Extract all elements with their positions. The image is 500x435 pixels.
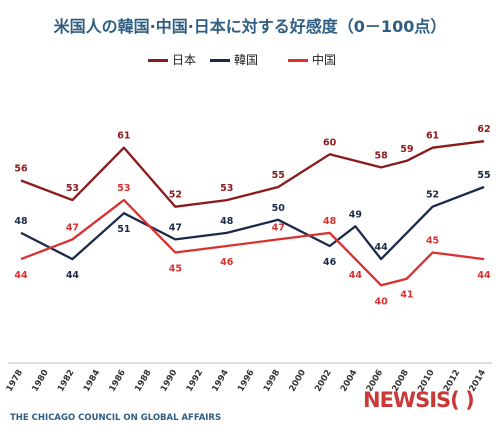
watermark-mark: ( )	[450, 388, 474, 412]
x-tick-label: 2004	[339, 368, 360, 394]
data-label: 55	[272, 170, 285, 181]
data-label: 44	[66, 270, 80, 281]
data-label: 49	[349, 209, 362, 220]
data-label: 59	[400, 144, 413, 155]
x-tick-label: 1986	[107, 368, 128, 394]
data-label: 44	[349, 270, 363, 281]
x-tick-label: 1996	[236, 368, 257, 394]
data-label: 47	[169, 222, 182, 233]
data-label: 55	[477, 170, 490, 181]
data-label: 53	[220, 183, 233, 194]
data-label: 56	[14, 163, 28, 174]
watermark-logo: NEWSIS( )	[363, 388, 475, 412]
x-tick-label: 1990	[159, 368, 180, 394]
data-label: 40	[374, 296, 388, 307]
x-tick-label: 1994	[210, 368, 231, 394]
chart-title: 米国人の韓国·中国·日本に対する好感度（0－100点）	[53, 17, 447, 36]
legend-label-china: 中国	[312, 53, 337, 67]
series-line-0	[20, 140, 485, 208]
data-label: 58	[374, 150, 388, 161]
data-label: 44	[14, 270, 28, 281]
data-label: 45	[169, 264, 182, 275]
legend-swatch-japan	[148, 59, 168, 62]
data-label: 48	[220, 216, 234, 227]
data-label: 52	[426, 190, 439, 201]
data-label: 52	[169, 190, 182, 201]
x-tick-label: 2000	[288, 368, 309, 394]
data-label: 48	[14, 216, 28, 227]
data-label: 46	[323, 257, 337, 268]
x-tick-label: 2002	[313, 368, 334, 394]
data-label: 45	[426, 236, 439, 247]
data-label: 62	[477, 124, 490, 135]
legend-swatch-korea	[210, 59, 230, 62]
data-label: 61	[117, 131, 130, 142]
data-label: 44	[477, 270, 491, 281]
legend-label-korea: 韓国	[234, 53, 259, 67]
data-label: 50	[272, 203, 286, 214]
legend-label-japan: 日本	[172, 53, 197, 67]
series-line-2	[20, 198, 485, 287]
watermark-text: NEWSIS	[363, 388, 451, 412]
data-label: 53	[117, 183, 130, 194]
series-line-1	[20, 185, 485, 261]
x-tick-label: 1992	[185, 368, 206, 394]
data-label: 48	[323, 216, 337, 227]
x-tick-label: 1998	[262, 368, 283, 394]
source-credit: THE CHICAGO COUNCIL ON GLOBAL AFFAIRS	[10, 413, 222, 423]
data-label: 46	[220, 257, 234, 268]
x-tick-label: 1984	[82, 368, 103, 394]
x-tick-label: 1978	[5, 368, 26, 394]
data-label: 44	[374, 242, 388, 253]
data-label: 61	[426, 131, 439, 142]
data-label: 60	[323, 137, 337, 148]
data-label: 53	[66, 183, 79, 194]
data-label: 47	[66, 222, 79, 233]
x-tick-label: 1982	[56, 368, 77, 394]
x-tick-label: 1980	[30, 368, 51, 394]
data-label: 41	[400, 290, 413, 301]
x-tick-label: 1988	[133, 368, 154, 394]
legend-swatch-china	[288, 59, 308, 62]
data-label: 51	[117, 224, 130, 235]
data-label: 47	[272, 222, 285, 233]
